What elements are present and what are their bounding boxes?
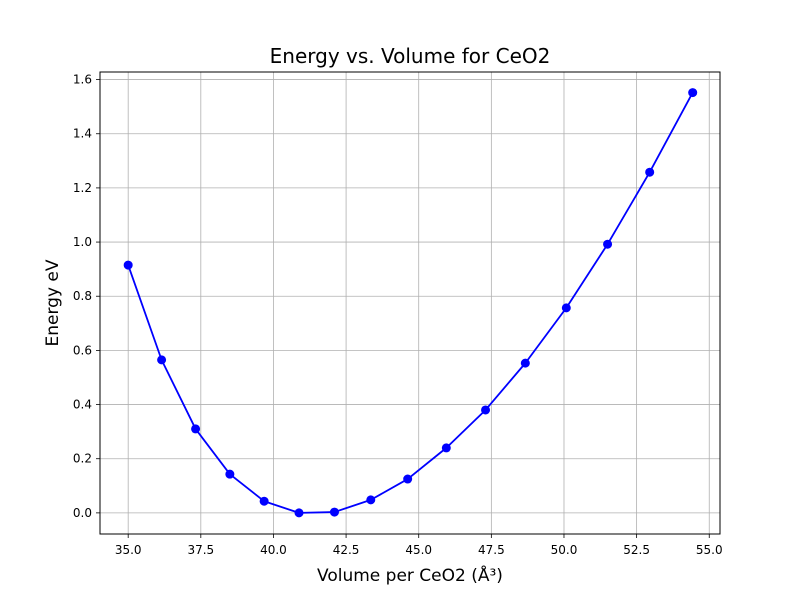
grid: [100, 72, 720, 534]
data-point: [123, 260, 133, 270]
series-layer: [123, 88, 698, 518]
data-point: [481, 405, 491, 415]
data-point: [259, 496, 269, 506]
data-point: [157, 355, 167, 365]
x-tick-label: 42.5: [333, 543, 360, 557]
data-point: [225, 469, 235, 479]
x-axis-label: Volume per CeO2 (Å³): [317, 564, 503, 586]
x-tick-label: 40.0: [260, 543, 287, 557]
data-point: [294, 508, 304, 518]
x-tick-label: 52.5: [623, 543, 650, 557]
y-tick-label: 1.4: [73, 127, 92, 141]
y-tick-label: 1.0: [73, 235, 92, 249]
chart-title: Energy vs. Volume for CeO2: [270, 44, 551, 68]
data-point: [329, 507, 339, 517]
data-point: [366, 495, 376, 505]
data-point: [645, 167, 655, 177]
x-tick-label: 50.0: [551, 543, 578, 557]
data-point: [441, 443, 451, 453]
x-tick-label: 45.0: [405, 543, 432, 557]
y-tick-label: 0.4: [73, 398, 92, 412]
data-point: [688, 88, 698, 98]
data-point: [191, 424, 201, 434]
y-axis-label: Energy eV: [43, 259, 63, 346]
data-point: [603, 239, 613, 249]
series-line: [127, 92, 694, 514]
x-tick-label: 35.0: [115, 543, 142, 557]
y-tick-label: 0.0: [73, 506, 92, 520]
x-tick-label: 37.5: [187, 543, 214, 557]
data-point: [403, 474, 413, 484]
y-tick-label: 0.2: [73, 452, 92, 466]
data-point: [520, 358, 530, 368]
axis-ticks: 35.0 37.5 40.0 42.5 45.0 47.5 50.0 52.5 55.0 0.0 0…: [73, 73, 723, 557]
y-tick-label: 0.6: [73, 343, 92, 357]
x-tick-label: 47.5: [478, 543, 505, 557]
plot-frame: [99, 71, 721, 535]
x-tick-label: 55.0: [696, 543, 723, 557]
y-tick-label: 1.2: [73, 181, 92, 195]
y-tick-label: 0.8: [73, 289, 92, 303]
data-point: [561, 303, 571, 313]
y-tick-label: 1.6: [73, 73, 92, 87]
